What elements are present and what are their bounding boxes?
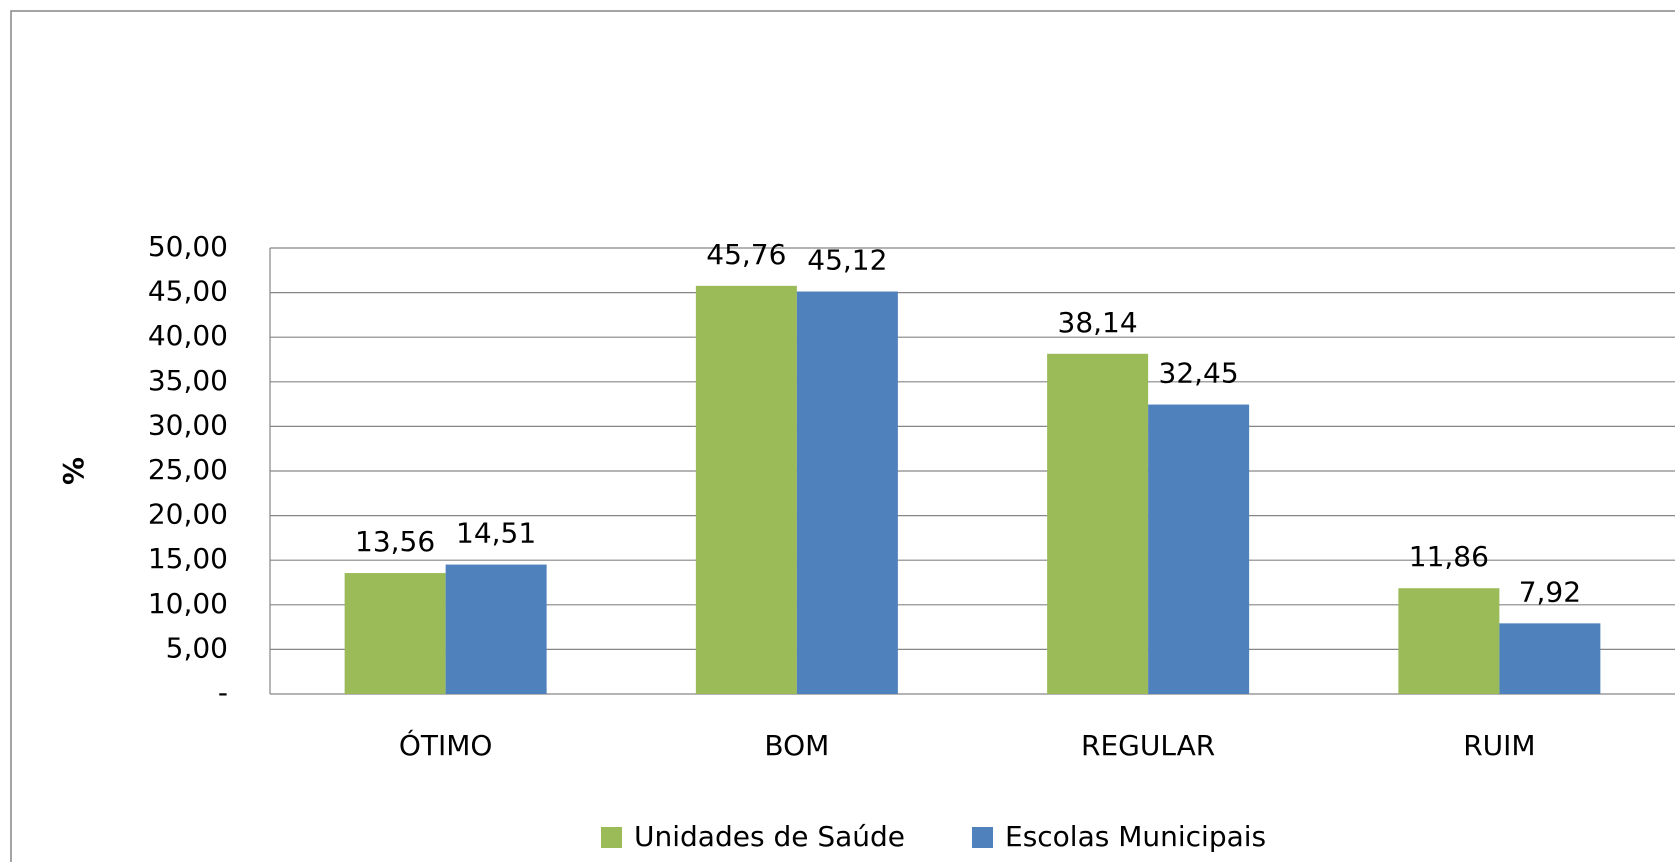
value-label: 45,76 [706,238,786,271]
bar [1398,588,1500,694]
x-tick-label: BOM [764,729,829,762]
value-label: 7,92 [1519,575,1581,608]
bar [796,291,898,694]
bar [344,573,446,694]
value-label: 32,45 [1159,357,1239,390]
legend-label: Escolas Municipais [1005,820,1266,853]
y-tick-label: - [218,676,228,709]
legend-swatch [601,827,622,848]
y-tick-label: 25,00 [148,453,228,486]
y-tick-label: 50,00 [148,230,228,263]
x-tick-label: REGULAR [1081,729,1215,762]
value-label: 11,86 [1409,540,1489,573]
value-label: 14,51 [456,517,536,550]
y-tick-label: 10,00 [148,587,228,620]
legend-label: Unidades de Saúde [634,820,905,853]
value-label: 38,14 [1058,306,1138,339]
y-tick-label: 5,00 [166,631,228,664]
y-tick-label: 35,00 [148,364,228,397]
y-tick-label: 45,00 [148,275,228,308]
legend-swatch [972,827,993,848]
bar [1047,353,1149,694]
bar [695,285,797,694]
y-tick-label: 40,00 [148,319,228,352]
bar [1499,623,1601,694]
bar [445,564,547,694]
x-tick-label: RUIM [1463,729,1535,762]
y-axis-label: % [57,457,90,485]
y-tick-label: 30,00 [148,408,228,441]
value-label: 13,56 [355,525,435,558]
y-tick-label: 15,00 [148,542,228,575]
y-tick-label: 20,00 [148,498,228,531]
bar [1148,404,1250,694]
value-label: 45,12 [807,244,887,277]
x-tick-label: ÓTIMO [399,728,493,762]
